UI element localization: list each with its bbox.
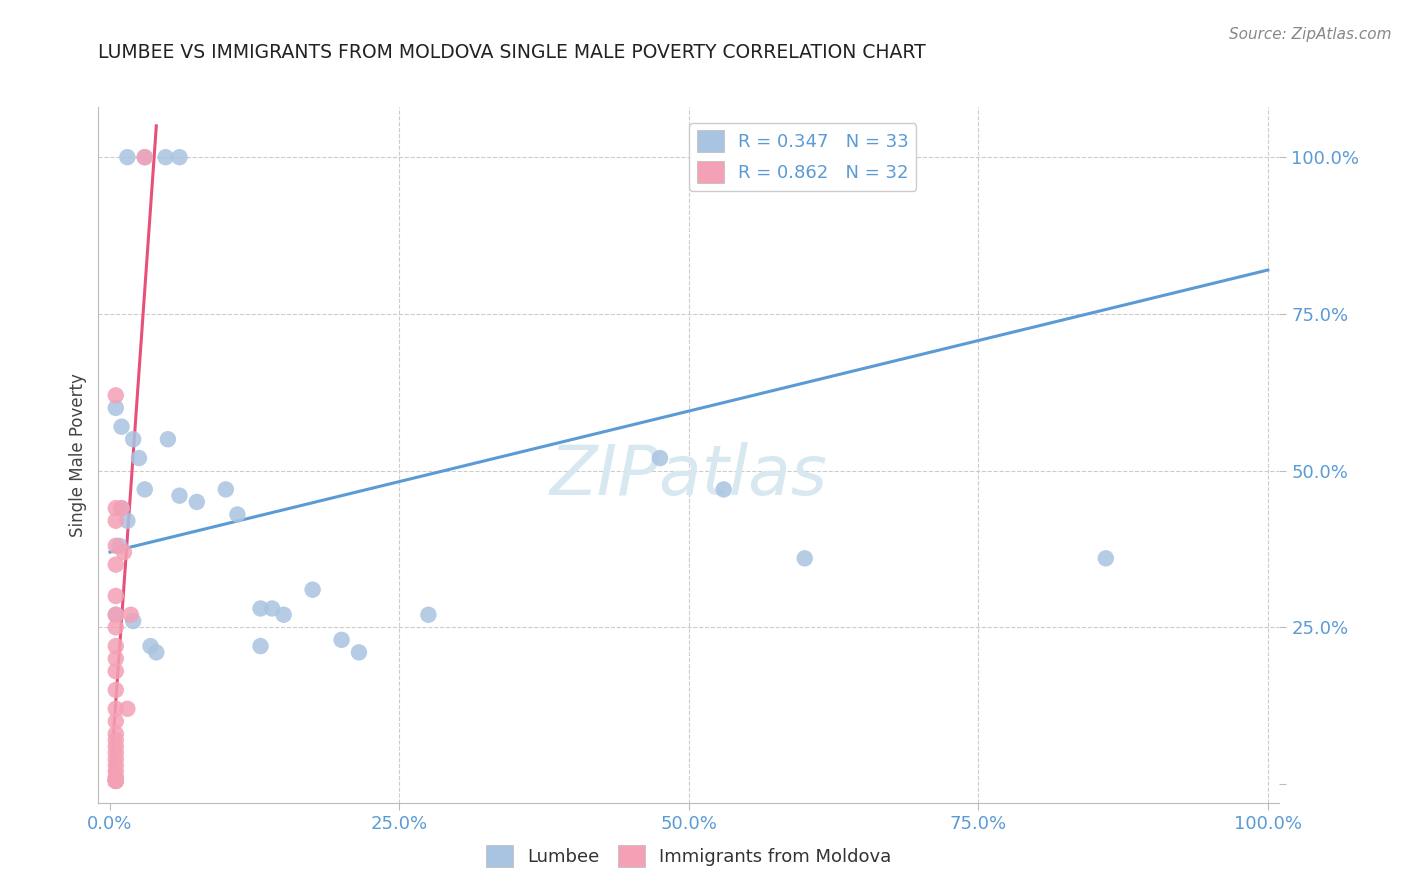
Point [104,607,127,622]
Point [117,702,139,716]
Point [104,773,127,788]
Point [122,432,145,446]
Point [793,551,815,566]
Point [347,645,370,659]
Point [139,639,162,653]
Point [117,150,139,164]
Point [110,501,132,516]
Point [134,483,156,497]
Point [104,773,127,788]
Point [104,771,127,785]
Point [104,771,127,785]
Point [104,758,127,772]
Point [110,419,132,434]
Point [104,639,127,653]
Point [134,150,156,164]
Point [226,508,249,522]
Point [108,539,131,553]
Point [120,607,142,622]
Point [104,773,127,788]
Point [104,746,127,760]
Point [249,601,271,615]
Point [104,664,127,678]
Text: Source: ZipAtlas.com: Source: ZipAtlas.com [1229,27,1392,42]
Point [249,639,271,653]
Point [301,582,323,597]
Point [110,501,132,516]
Point [117,514,139,528]
Point [104,401,127,415]
Point [104,683,127,698]
Point [104,727,127,741]
Point [104,388,127,402]
Point [104,764,127,779]
Point [418,607,440,622]
Point [648,451,671,466]
Point [156,432,179,446]
Point [104,733,127,747]
Point [112,545,135,559]
Point [104,514,127,528]
Point [104,752,127,766]
Point [215,483,238,497]
Point [104,501,127,516]
Point [128,451,150,466]
Point [104,714,127,729]
Point [104,739,127,754]
Point [1094,551,1116,566]
Y-axis label: Single Male Poverty: Single Male Poverty [69,373,87,537]
Point [273,607,295,622]
Point [104,773,127,788]
Point [104,607,127,622]
Point [330,632,353,647]
Point [122,614,145,628]
Text: LUMBEE VS IMMIGRANTS FROM MOLDOVA SINGLE MALE POVERTY CORRELATION CHART: LUMBEE VS IMMIGRANTS FROM MOLDOVA SINGLE… [98,44,927,62]
Point [104,558,127,572]
Point [145,645,167,659]
Point [134,150,156,164]
Point [155,150,177,164]
Point [169,489,191,503]
Point [186,495,208,509]
Point [104,702,127,716]
Point [104,620,127,634]
Point [169,150,191,164]
Point [713,483,735,497]
Point [104,539,127,553]
Text: ZIPatlas: ZIPatlas [550,442,828,509]
Point [104,589,127,603]
Point [104,651,127,665]
Point [262,601,284,615]
Legend: Lumbee, Immigrants from Moldova: Lumbee, Immigrants from Moldova [479,838,898,874]
